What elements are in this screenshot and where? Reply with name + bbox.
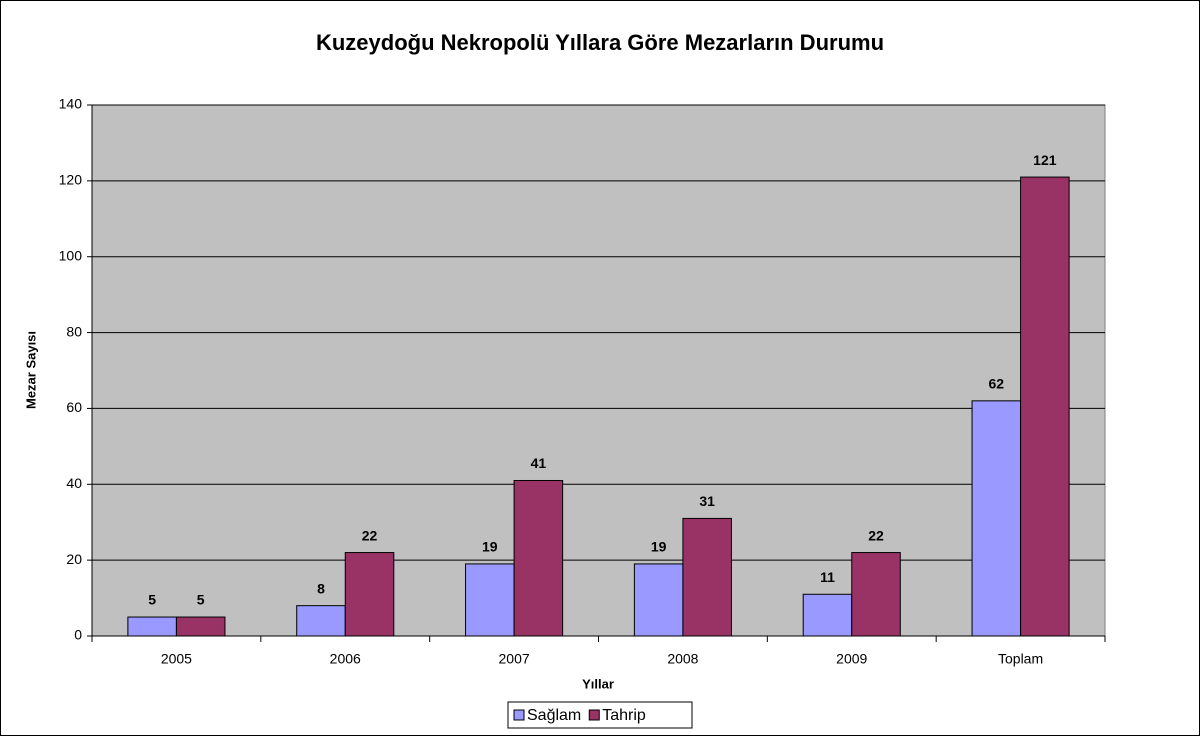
legend-label: Tahrip [602,707,646,724]
x-tick-label: 2009 [836,651,867,667]
bar [344,552,395,637]
bar [513,479,564,637]
data-label: 19 [651,539,667,555]
data-label: 5 [148,592,156,608]
legend-label: Sağlam [527,707,581,724]
data-label: 8 [317,580,325,596]
y-tick-label: 20 [66,551,82,567]
x-tick-label: 2007 [499,651,530,667]
y-tick-label: 40 [66,475,82,491]
data-label: 41 [531,455,547,471]
data-label: 62 [989,376,1005,392]
bar [127,616,177,637]
y-tick-label: 100 [59,247,83,263]
bar [802,593,853,637]
y-tick-label: 0 [74,627,82,643]
bar [851,552,901,637]
bar [296,605,346,637]
y-tick-label: 60 [66,399,82,415]
bar [465,563,515,637]
plot-area [91,104,1106,637]
legend-swatch [588,709,600,721]
data-label: 19 [482,539,498,555]
data-label: 5 [197,592,205,608]
bar [971,400,1022,637]
x-axis-label: Yıllar [582,676,614,691]
legend-box [507,701,693,729]
x-tick-label: 2005 [161,651,192,667]
y-tick-label: 80 [66,323,82,339]
data-label: 121 [1033,152,1057,168]
data-label: 31 [699,493,715,509]
bar [682,517,732,637]
x-tick-label: 2008 [667,651,698,667]
legend-swatch [513,709,525,721]
y-tick-label: 120 [59,172,83,188]
y-axis-label: Mezar Sayısı [23,331,38,409]
data-label: 11 [820,569,835,585]
data-label: 22 [362,527,378,543]
data-label: 22 [868,527,884,543]
y-tick-label: 140 [59,96,83,112]
chart-title: Kuzeydoğu Nekropolü Yıllara Göre Mezarla… [316,30,884,55]
bar [633,563,684,637]
bar [1020,176,1070,637]
x-tick-label: 2006 [330,651,361,667]
x-tick-label: Toplam [998,651,1043,667]
bar [175,616,226,637]
